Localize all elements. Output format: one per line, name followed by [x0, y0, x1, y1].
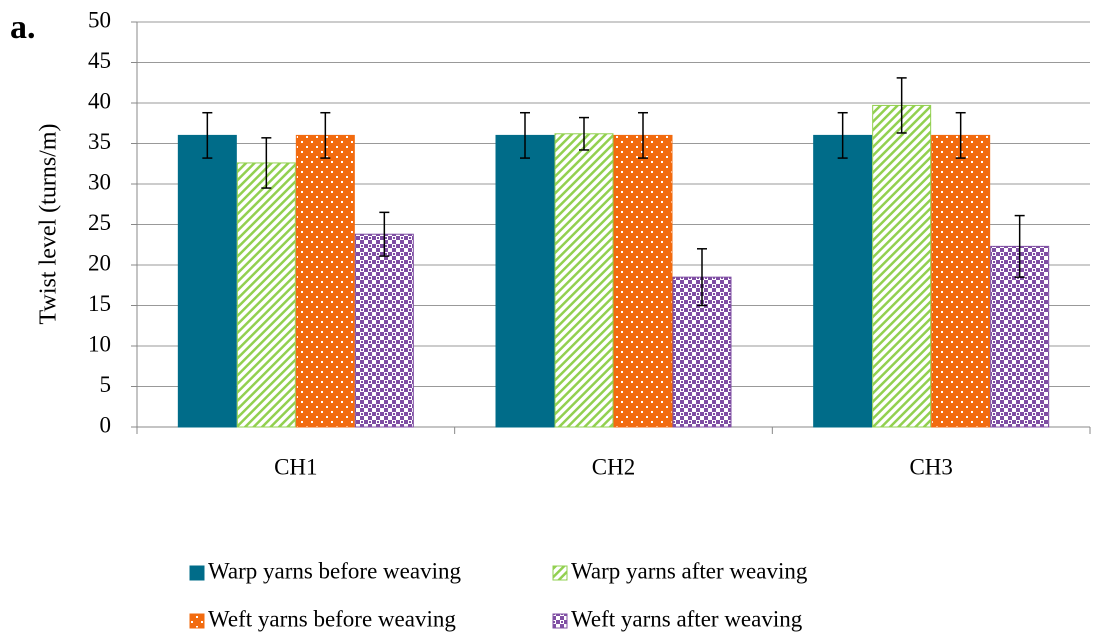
x-tick-label: CH2 — [592, 454, 635, 479]
error-bar — [1014, 214, 1025, 278]
error-bar — [520, 111, 530, 159]
y-tick-label: 50 — [88, 7, 111, 32]
legend-label: Warp yarns before weaving — [208, 558, 461, 583]
y-tick-label: 35 — [88, 129, 111, 154]
error-bar — [697, 248, 707, 307]
bar — [177, 134, 237, 428]
y-tick-label: 30 — [88, 169, 111, 194]
legend-swatch — [189, 613, 205, 629]
error-bar — [837, 111, 848, 159]
legend-label: Weft yarns after weaving — [571, 606, 803, 631]
error-bar — [955, 111, 966, 159]
y-tick-label: 5 — [100, 372, 112, 397]
y-axis-title: Twist level (turns/m) — [36, 124, 62, 325]
y-tick-label: 10 — [88, 331, 111, 356]
bar — [495, 134, 555, 428]
x-tick-label: CH3 — [909, 454, 952, 479]
bar — [554, 133, 614, 428]
y-tick-label: 45 — [88, 48, 111, 73]
panel-label: a. — [10, 9, 36, 46]
legend-swatch — [552, 565, 568, 581]
y-tick-label: 15 — [88, 291, 111, 316]
error-bar — [896, 77, 907, 134]
error-bar — [379, 211, 390, 257]
bar — [813, 134, 873, 428]
bar — [295, 134, 355, 428]
y-tick-label: 25 — [88, 210, 111, 235]
error-bar — [638, 111, 648, 159]
legend-label: Warp yarns after weaving — [571, 558, 808, 583]
y-tick-label: 0 — [100, 412, 112, 437]
error-bar — [202, 111, 213, 159]
legend-swatch — [552, 613, 568, 629]
legend-label: Weft yarns before weaving — [208, 606, 456, 631]
error-bar — [320, 111, 331, 159]
y-tick-label: 20 — [88, 250, 111, 275]
legend-swatch — [189, 565, 205, 581]
bar — [931, 134, 991, 428]
error-bar — [261, 137, 272, 189]
error-bar — [579, 116, 589, 151]
x-tick-label: CH1 — [274, 454, 317, 479]
bar — [354, 233, 414, 428]
y-tick-label: 40 — [88, 88, 111, 113]
bar — [236, 162, 296, 428]
bar — [613, 134, 673, 428]
bar — [872, 104, 932, 428]
